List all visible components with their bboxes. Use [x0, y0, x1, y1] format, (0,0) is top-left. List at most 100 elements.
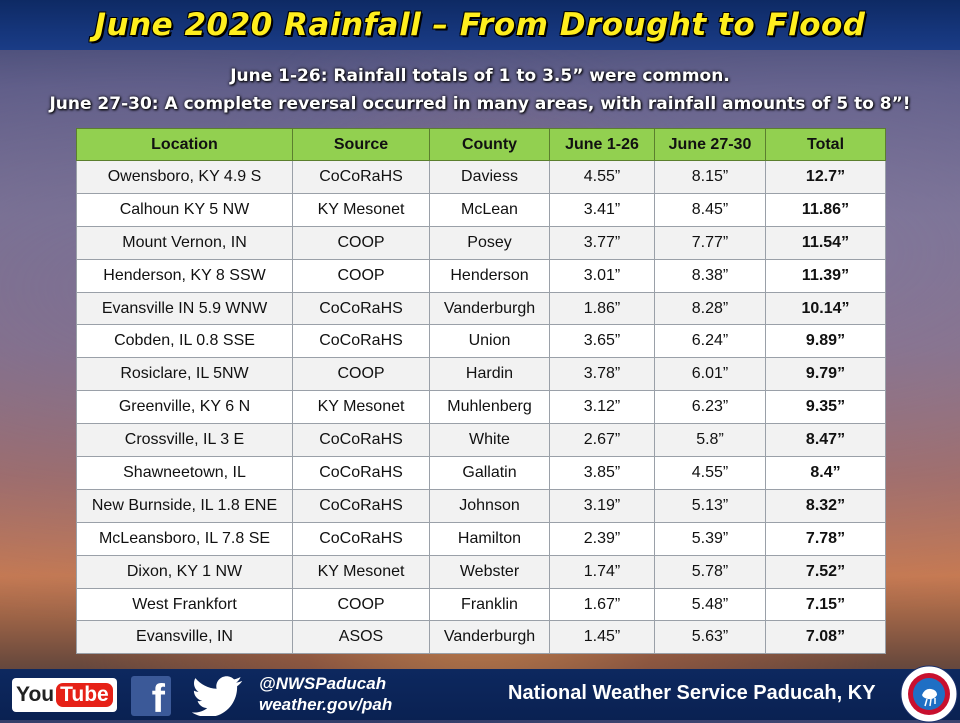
cell-total: 9.35”: [765, 390, 886, 425]
cell-location: Owensboro, KY 4.9 S: [76, 160, 293, 194]
cell-county: Union: [429, 324, 550, 359]
cell-location: Mount Vernon, IN: [76, 225, 293, 260]
cell-total: 9.79”: [765, 357, 886, 392]
youtube-you-text: You: [16, 683, 55, 706]
cell-june-27-30: 5.48”: [654, 587, 766, 622]
cell-source: CoCoRaHS: [292, 324, 430, 359]
title-bar: June 2020 Rainfall – From Drought to Flo…: [0, 0, 960, 50]
header-june-27-30: June 27-30: [654, 128, 766, 161]
cell-source: KY Mesonet: [292, 390, 430, 425]
cell-june-1-26: 4.55”: [549, 160, 655, 194]
cell-june-27-30: 6.24”: [654, 324, 766, 359]
cell-location: Rosiclare, IL 5NW: [76, 357, 293, 392]
table-row: Cobden, IL 0.8 SSE CoCoRaHS Union 3.65” 6.24…: [76, 324, 886, 359]
facebook-icon[interactable]: f: [131, 676, 171, 716]
facebook-letter: f: [151, 677, 165, 716]
cell-june-27-30: 5.78”: [654, 554, 766, 589]
cell-june-27-30: 8.45”: [654, 192, 766, 227]
cell-june-1-26: 3.78”: [549, 357, 655, 392]
twitter-icon[interactable]: [192, 676, 244, 716]
cell-june-27-30: 8.15”: [654, 160, 766, 194]
nws-logo: [900, 665, 958, 723]
cell-total: 8.4”: [765, 456, 886, 490]
table-row: Greenville, KY 6 N KY Mesonet Muhlenberg 3.…: [76, 390, 886, 425]
header-total: Total: [765, 128, 886, 161]
cell-location: Henderson, KY 8 SSW: [76, 258, 293, 293]
cell-source: KY Mesonet: [292, 554, 430, 589]
cell-june-1-26: 1.67”: [549, 587, 655, 622]
cell-june-1-26: 3.19”: [549, 488, 655, 523]
table-header-row: Location Source County June 1-26 June 27…: [76, 128, 886, 161]
office-name: National Weather Service Paducah, KY: [508, 682, 876, 704]
youtube-tube-text: Tube: [56, 683, 113, 707]
subtitle-line-2: June 27-30: A complete reversal occurred…: [49, 94, 911, 114]
table-row: Henderson, KY 8 SSW COOP Henderson 3.01” 8.3…: [76, 258, 886, 293]
cell-source: CoCoRaHS: [292, 423, 430, 458]
cell-location: Crossville, IL 3 E: [76, 423, 293, 458]
cell-june-1-26: 1.45”: [549, 620, 655, 655]
cell-june-27-30: 6.01”: [654, 357, 766, 392]
cell-source: COOP: [292, 258, 430, 293]
table-row: Mount Vernon, IN COOP Posey 3.77” 7.77” 11.54…: [76, 225, 886, 260]
table-row: Owensboro, KY 4.9 S CoCoRaHS Daviess 4.55” 8…: [76, 160, 886, 194]
cell-june-27-30: 8.28”: [654, 291, 766, 326]
header-county: County: [429, 128, 550, 161]
cell-location: Shawneetown, IL: [76, 456, 293, 490]
website-link[interactable]: weather.gov/pah: [259, 695, 393, 714]
cell-county: Daviess: [429, 160, 550, 194]
cell-county: Henderson: [429, 258, 550, 293]
header-june-1-26: June 1-26: [549, 128, 655, 161]
table-row: Dixon, KY 1 NW KY Mesonet Webster 1.74” 5.78…: [76, 554, 886, 589]
table-row: Calhoun KY 5 NW KY Mesonet McLean 3.41” 8.45…: [76, 192, 886, 227]
cell-june-27-30: 8.38”: [654, 258, 766, 293]
cell-location: New Burnside, IL 1.8 ENE: [76, 488, 293, 523]
cell-june-1-26: 3.12”: [549, 390, 655, 425]
youtube-icon[interactable]: You Tube: [12, 678, 117, 712]
cell-june-1-26: 3.65”: [549, 324, 655, 359]
cell-county: Johnson: [429, 488, 550, 523]
cell-total: 8.47”: [765, 423, 886, 458]
cell-source: COOP: [292, 587, 430, 622]
cell-total: 8.32”: [765, 488, 886, 523]
cell-total: 7.08”: [765, 620, 886, 655]
cell-county: White: [429, 423, 550, 458]
table-row: McLeansboro, IL 7.8 SE CoCoRaHS Hamilton 2.…: [76, 521, 886, 556]
cell-total: 7.15”: [765, 587, 886, 622]
cell-total: 12.7”: [765, 160, 886, 194]
cell-june-27-30: 5.63”: [654, 620, 766, 655]
cell-county: Vanderburgh: [429, 620, 550, 655]
twitter-handle[interactable]: @NWSPaducah: [259, 674, 387, 693]
cell-june-1-26: 3.41”: [549, 192, 655, 227]
cell-total: 11.54”: [765, 225, 886, 260]
cell-total: 7.52”: [765, 554, 886, 589]
table-row: West Frankfort COOP Franklin 1.67” 5.48” 7.15…: [76, 587, 886, 622]
cell-location: Evansville, IN: [76, 620, 293, 655]
cell-county: Webster: [429, 554, 550, 589]
cell-location: Dixon, KY 1 NW: [76, 554, 293, 589]
cell-june-27-30: 7.77”: [654, 225, 766, 260]
cell-source: CoCoRaHS: [292, 456, 430, 490]
cell-source: CoCoRaHS: [292, 160, 430, 194]
table-row: Rosiclare, IL 5NW COOP Hardin 3.78” 6.01” 9.7…: [76, 357, 886, 392]
header-source: Source: [292, 128, 430, 161]
cell-location: McLeansboro, IL 7.8 SE: [76, 521, 293, 556]
table-row: New Burnside, IL 1.8 ENE CoCoRaHS Johnson 3…: [76, 488, 886, 523]
cell-june-27-30: 4.55”: [654, 456, 766, 490]
cell-total: 11.86”: [765, 192, 886, 227]
cell-location: Greenville, KY 6 N: [76, 390, 293, 425]
cell-june-27-30: 5.39”: [654, 521, 766, 556]
cell-location: West Frankfort: [76, 587, 293, 622]
cell-june-1-26: 1.86”: [549, 291, 655, 326]
cell-total: 11.39”: [765, 258, 886, 293]
cell-county: Gallatin: [429, 456, 550, 490]
cell-location: Calhoun KY 5 NW: [76, 192, 293, 227]
cell-june-1-26: 1.74”: [549, 554, 655, 589]
page-title: June 2020 Rainfall – From Drought to Flo…: [94, 7, 866, 43]
twitter-handle-block: @NWSPaducah weather.gov/pah: [259, 673, 392, 715]
cell-june-1-26: 2.39”: [549, 521, 655, 556]
cell-june-27-30: 5.8”: [654, 423, 766, 458]
cell-source: CoCoRaHS: [292, 521, 430, 556]
table-row: Evansville IN 5.9 WNW CoCoRaHS Vanderburgh…: [76, 291, 886, 326]
cell-source: KY Mesonet: [292, 192, 430, 227]
cell-source: CoCoRaHS: [292, 488, 430, 523]
